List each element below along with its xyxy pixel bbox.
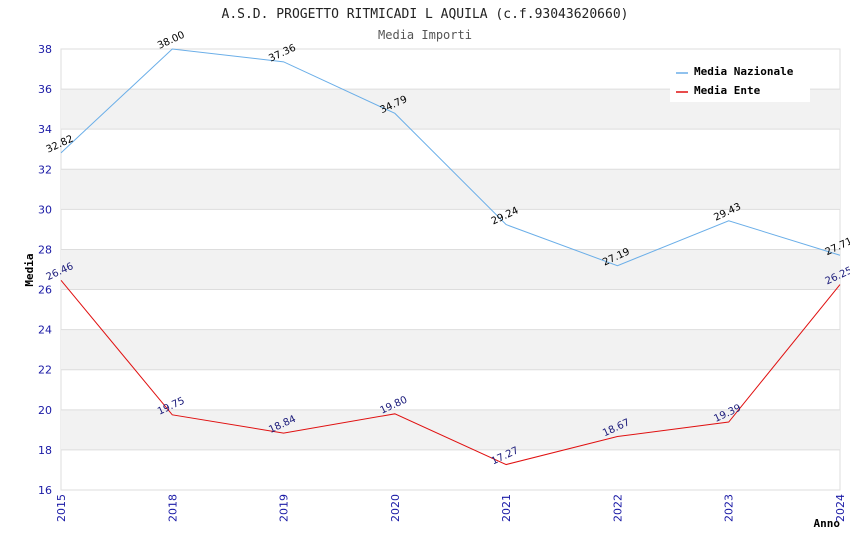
- chart-subtitle: Media Importi: [378, 28, 472, 42]
- series-line: [60, 280, 841, 466]
- grid-bands: [60, 48, 841, 491]
- series-line: [60, 48, 841, 267]
- grid-band: [61, 249, 840, 290]
- y-tick-label: 38: [38, 43, 52, 56]
- y-tick-label: 28: [38, 243, 52, 256]
- y-tick-label: 24: [38, 324, 52, 337]
- chart-title: A.S.D. PROGETTO RITMICADI L AQUILA (c.f.…: [222, 7, 629, 22]
- legend-label-ente: Media Ente: [694, 84, 761, 97]
- x-tick-label: 2019: [278, 494, 291, 522]
- x-tick-label: 2022: [611, 494, 624, 522]
- x-axis-title: Anno: [814, 517, 841, 530]
- x-tick-label: 2018: [166, 494, 179, 522]
- series-group: [60, 48, 841, 466]
- y-tick-label: 16: [38, 484, 52, 497]
- legend-label-nazionale: Media Nazionale: [694, 65, 794, 78]
- y-tick-label: 30: [38, 203, 52, 216]
- y-axis-ticks: 16 18 20 22 24 26 28 30 32 34 36 38: [38, 43, 52, 497]
- data-label: 38.00: [156, 30, 187, 52]
- y-tick-label: 22: [38, 364, 52, 377]
- y-tick-label: 34: [38, 123, 52, 136]
- x-axis-ticks: 2015 2018 2019 2020 2021 2022 2023 2024: [55, 494, 847, 522]
- x-tick-label: 2023: [723, 494, 736, 522]
- y-tick-label: 32: [38, 163, 52, 176]
- grid-band: [61, 169, 840, 210]
- legend-background: [670, 60, 810, 102]
- y-axis-title: Media: [23, 253, 36, 286]
- grid-band: [61, 329, 840, 370]
- y-tick-label: 36: [38, 83, 52, 96]
- gridlines: [61, 48, 840, 491]
- x-tick-label: 2020: [389, 494, 402, 522]
- x-tick-label: 2024: [834, 494, 847, 522]
- y-tick-label: 18: [38, 444, 52, 457]
- x-tick-label: 2021: [500, 494, 513, 522]
- y-tick-label: 26: [38, 284, 52, 297]
- y-tick-label: 20: [38, 404, 52, 417]
- legend: Media Nazionale Media Ente: [670, 60, 810, 102]
- grid-band: [61, 409, 840, 450]
- x-tick-label: 2015: [55, 494, 68, 522]
